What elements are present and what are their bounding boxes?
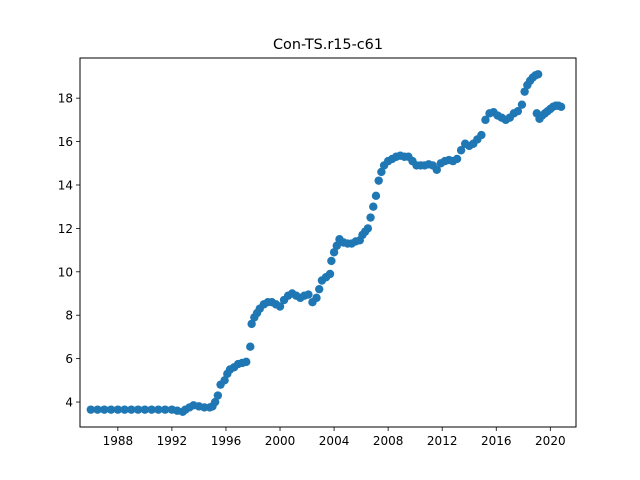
data-point bbox=[247, 319, 256, 329]
x-tick-label: 2012 bbox=[427, 434, 458, 448]
data-point bbox=[332, 241, 341, 250]
data-point bbox=[432, 165, 441, 174]
y-tick-label: 16 bbox=[58, 135, 73, 149]
data-point bbox=[513, 106, 523, 116]
plot-area-frame bbox=[79, 57, 577, 428]
data-points bbox=[86, 70, 566, 417]
data-point bbox=[210, 397, 220, 407]
y-tick-label: 6 bbox=[65, 352, 73, 366]
data-point bbox=[533, 70, 543, 79]
data-point bbox=[374, 176, 383, 185]
y-tick-label: 18 bbox=[58, 92, 73, 106]
data-point bbox=[312, 293, 321, 303]
data-point bbox=[329, 248, 339, 257]
data-point bbox=[377, 167, 386, 177]
x-tick-label: 1988 bbox=[103, 434, 134, 448]
data-point bbox=[106, 405, 116, 414]
data-point bbox=[220, 376, 229, 385]
data-point bbox=[113, 405, 123, 414]
y-tick-label: 4 bbox=[65, 396, 73, 410]
y-axis-ticks: 4 6 8 10 12 14 16 18 bbox=[58, 92, 80, 410]
data-point bbox=[520, 87, 529, 96]
data-point bbox=[369, 202, 378, 211]
data-point bbox=[140, 405, 150, 414]
data-point bbox=[456, 146, 466, 155]
data-point bbox=[517, 100, 527, 109]
data-point bbox=[481, 115, 490, 125]
y-tick-label: 12 bbox=[58, 222, 73, 236]
data-point bbox=[304, 290, 313, 299]
x-tick-label: 2000 bbox=[265, 434, 296, 448]
data-point bbox=[93, 405, 102, 414]
data-point bbox=[246, 342, 255, 351]
data-point bbox=[315, 284, 324, 294]
data-point bbox=[160, 405, 170, 414]
x-tick-label: 2020 bbox=[535, 434, 566, 448]
x-tick-label: 2008 bbox=[373, 434, 404, 448]
data-point bbox=[242, 357, 251, 367]
data-point bbox=[366, 213, 375, 222]
data-point bbox=[133, 405, 143, 414]
x-tick-label: 1996 bbox=[211, 434, 242, 448]
x-axis-ticks: 1988 1992 1996 2000 2004 2008 2012 2016 2020 bbox=[103, 427, 566, 448]
data-point bbox=[127, 405, 136, 414]
y-tick-label: 8 bbox=[65, 309, 73, 323]
data-point bbox=[147, 405, 156, 414]
data-point bbox=[154, 405, 163, 414]
data-point bbox=[86, 405, 96, 414]
data-point bbox=[213, 391, 223, 400]
data-point bbox=[371, 191, 381, 201]
data-point bbox=[556, 102, 566, 112]
y-tick-label: 10 bbox=[58, 265, 73, 279]
data-point bbox=[325, 269, 335, 279]
data-point bbox=[363, 224, 373, 233]
y-tick-label: 14 bbox=[58, 178, 73, 192]
data-point bbox=[100, 405, 109, 414]
x-tick-label: 2016 bbox=[481, 434, 512, 448]
data-point bbox=[120, 405, 129, 414]
data-point bbox=[452, 154, 462, 164]
x-tick-label: 1992 bbox=[157, 434, 188, 448]
chart-title: Con-TS.r15-c61 bbox=[273, 37, 383, 53]
data-point bbox=[275, 302, 285, 311]
data-point bbox=[477, 130, 486, 140]
x-tick-label: 2004 bbox=[319, 434, 350, 448]
data-point bbox=[327, 256, 336, 266]
